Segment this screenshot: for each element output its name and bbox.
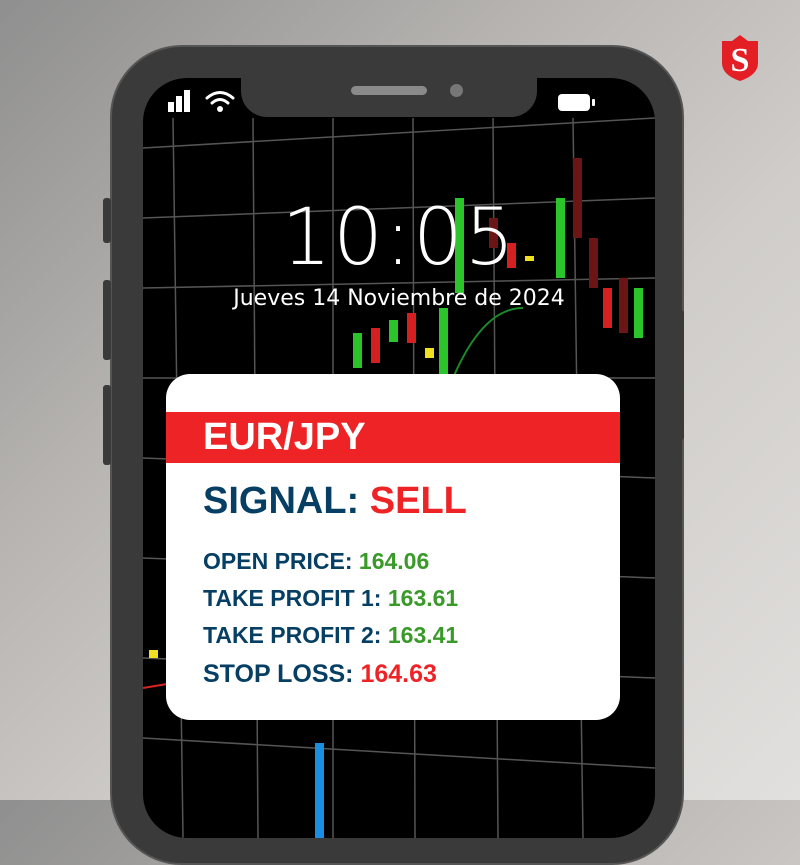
speaker [351,86,427,95]
row-value: 163.61 [387,585,459,611]
candle [389,320,398,342]
candle [315,743,324,838]
take-profit-2-row: TAKE PROFIT 2: 163.41 [203,622,458,649]
candle [425,348,434,358]
wifi-icon [205,91,235,112]
stop-loss-row: STOP LOSS: 164.63 [203,660,437,689]
phone-button [103,198,111,243]
signal-value: SELL [369,480,467,522]
row-value: 164.06 [358,548,430,574]
candle [439,308,448,378]
svg-text:S: S [731,42,750,79]
candle [455,198,464,293]
candle [489,218,498,248]
candle [634,288,643,338]
candle [603,288,612,328]
row-value: 163.41 [387,622,459,648]
candle [573,158,582,238]
candle [407,313,416,343]
candle [589,238,598,288]
currency-pair: EUR/JPY [203,416,366,458]
candle [371,328,380,363]
candle [507,243,516,268]
row-label: TAKE PROFIT 1: [203,585,388,611]
phone-button [676,310,684,440]
open-price-row: OPEN PRICE: 164.06 [203,548,429,575]
lockscreen-date: Jueves 14 Noviembre de 2024 [233,286,565,311]
row-label: STOP LOSS: [203,660,361,688]
camera [450,84,463,97]
candle [525,256,534,261]
row-label: TAKE PROFIT 2: [203,622,388,648]
take-profit-1-row: TAKE PROFIT 1: 163.61 [203,585,458,612]
candle [556,198,565,278]
lockscreen-time: 10:05 [281,193,517,283]
phone-button [103,280,111,360]
signal-label: SIGNAL: [203,480,360,522]
candle [149,650,158,658]
pair-banner: EUR/JPY [166,412,620,463]
signal-line: SIGNAL: SELL [203,480,467,523]
row-value: 164.63 [360,660,437,688]
candle [353,333,362,368]
notch [241,78,537,117]
shield-s-logo: S [722,35,758,81]
row-label: OPEN PRICE: [203,548,359,574]
signal-card: EUR/JPY SIGNAL: SELL OPEN PRICE: 164.06 … [166,374,620,720]
candle [619,278,628,333]
signal-bars-icon [168,90,190,112]
phone-button [103,385,111,465]
battery-icon [558,94,595,111]
